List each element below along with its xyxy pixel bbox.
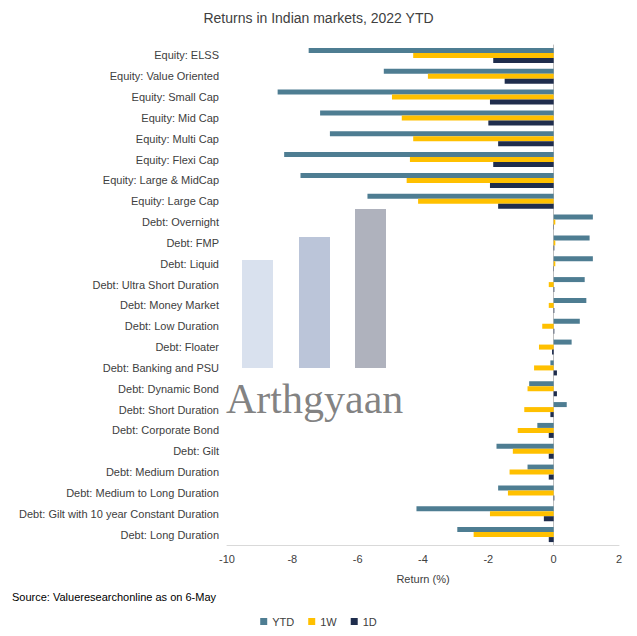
svg-text:0: 0: [551, 553, 557, 565]
svg-text:Debt: Dynamic Bond: Debt: Dynamic Bond: [118, 383, 219, 395]
svg-text:Return (%): Return (%): [396, 573, 449, 585]
svg-text:Debt: Gilt with 10 year Consta: Debt: Gilt with 10 year Constant Duratio…: [19, 508, 219, 520]
svg-text:-6: -6: [353, 553, 363, 565]
svg-text:Debt: Floater: Debt: Floater: [155, 341, 219, 353]
svg-text:Equity: Large Cap: Equity: Large Cap: [131, 195, 219, 207]
svg-text:Debt: Long Duration: Debt: Long Duration: [121, 529, 219, 541]
svg-text:-10: -10: [219, 553, 235, 565]
svg-text:Source: Valueresearchonline as: Source: Valueresearchonline as on 6-May: [12, 591, 217, 603]
svg-text:Equity: ELSS: Equity: ELSS: [154, 49, 219, 61]
svg-text:Equity: Multi Cap: Equity: Multi Cap: [136, 133, 219, 145]
svg-text:Debt: Liquid: Debt: Liquid: [160, 258, 219, 270]
svg-text:Equity: Large & MidCap: Equity: Large & MidCap: [103, 174, 219, 186]
svg-text:Debt: Medium Duration: Debt: Medium Duration: [106, 466, 219, 478]
svg-text:Equity: Value Oriented: Equity: Value Oriented: [110, 70, 219, 82]
svg-text:Debt: Banking and PSU: Debt: Banking and PSU: [103, 362, 219, 374]
svg-text:Arthgyaan: Arthgyaan: [226, 376, 403, 422]
svg-text:Equity: Small Cap: Equity: Small Cap: [132, 91, 219, 103]
svg-text:2: 2: [616, 553, 622, 565]
svg-text:-2: -2: [483, 553, 493, 565]
svg-text:-4: -4: [418, 553, 428, 565]
svg-text:Returns in Indian markets, 202: Returns in Indian markets, 2022 YTD: [203, 10, 433, 26]
svg-text:Debt: Money Market: Debt: Money Market: [120, 299, 219, 311]
svg-text:-8: -8: [287, 553, 297, 565]
svg-text:Debt: Low Duration: Debt: Low Duration: [125, 320, 219, 332]
svg-text:Debt: Short Duration: Debt: Short Duration: [119, 404, 219, 416]
svg-text:1W: 1W: [320, 616, 337, 628]
svg-text:Debt: Corporate Bond: Debt: Corporate Bond: [112, 424, 219, 436]
svg-text:Debt: Overnight: Debt: Overnight: [142, 216, 219, 228]
svg-text:Equity: Mid Cap: Equity: Mid Cap: [141, 112, 219, 124]
svg-text:Debt: FMP: Debt: FMP: [166, 237, 219, 249]
svg-text:Equity: Flexi Cap: Equity: Flexi Cap: [136, 154, 219, 166]
svg-text:1D: 1D: [363, 616, 377, 628]
svg-text:Debt: Medium to Long Duration: Debt: Medium to Long Duration: [66, 487, 219, 499]
svg-text:Debt: Gilt: Debt: Gilt: [173, 445, 219, 457]
svg-text:Debt: Ultra Short Duration: Debt: Ultra Short Duration: [92, 279, 219, 291]
svg-text:YTD: YTD: [272, 616, 294, 628]
